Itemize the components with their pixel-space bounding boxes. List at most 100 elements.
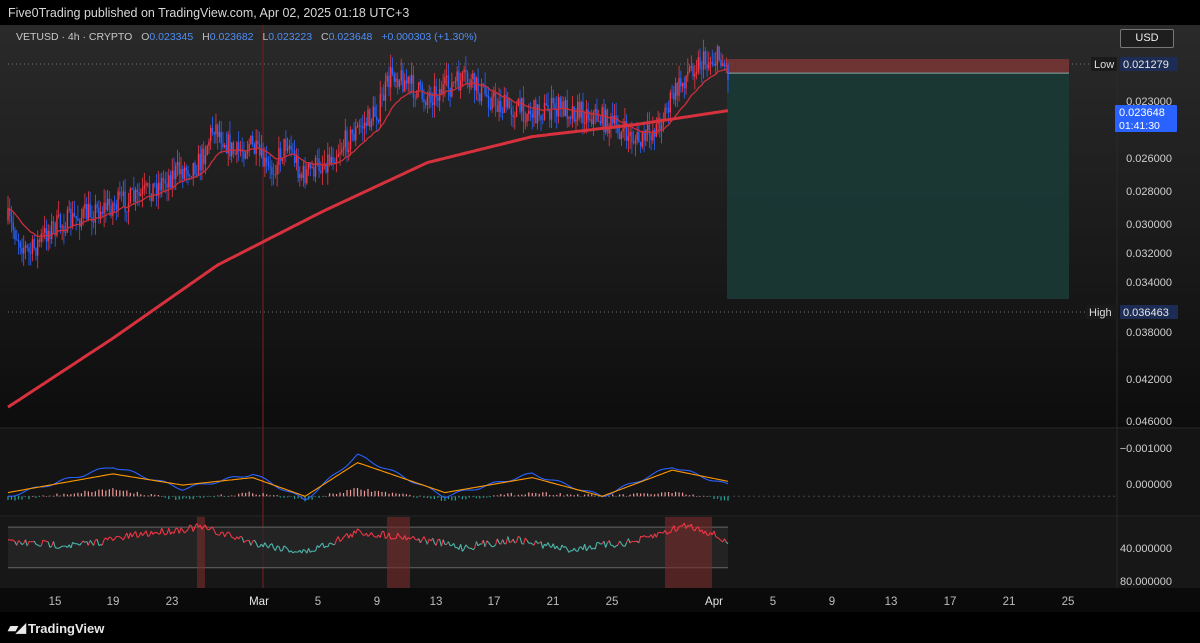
rsi-segment	[372, 535, 376, 538]
close-value: 0.023648	[328, 31, 373, 43]
rsi-segment	[535, 540, 538, 544]
macd-histogram-bar	[38, 496, 41, 497]
candle	[433, 86, 436, 105]
candle	[92, 221, 95, 223]
target-value-box	[1120, 305, 1178, 319]
macd-histogram-bar	[545, 492, 547, 497]
time-tick-label: Mar	[249, 596, 269, 608]
candle	[463, 69, 465, 73]
rsi-segment	[204, 524, 208, 530]
candle	[271, 167, 273, 175]
macd-histogram-bar	[98, 489, 100, 497]
candle	[552, 97, 554, 104]
candle	[362, 127, 364, 129]
rsi-segment	[519, 537, 523, 544]
rsi-segment	[339, 539, 343, 542]
macd-histogram-bar	[353, 488, 355, 497]
macd-histogram-bar	[699, 496, 701, 497]
close-key: C	[321, 31, 329, 43]
candle	[655, 124, 658, 137]
macd-histogram-bar	[280, 496, 282, 498]
rsi-segment	[477, 543, 481, 547]
candle	[38, 239, 41, 242]
candle	[550, 97, 553, 120]
macd-histogram-bar	[388, 493, 390, 497]
rsi-segment	[274, 545, 278, 551]
candle	[64, 232, 67, 234]
candle	[313, 167, 315, 177]
macd-histogram-bar	[419, 495, 422, 497]
currency-button[interactable]: USD	[1120, 29, 1174, 48]
rsi-segment	[399, 535, 402, 539]
rsi-segment	[652, 533, 656, 539]
candle	[496, 105, 499, 113]
candle	[556, 109, 558, 117]
macd-histogram-bar	[559, 493, 561, 497]
candle	[659, 117, 661, 131]
candle	[68, 208, 70, 210]
candle	[510, 108, 513, 115]
rsi-segment	[676, 526, 680, 531]
candle	[627, 136, 630, 141]
candle	[33, 239, 35, 248]
macd-histogram-bar	[377, 490, 380, 497]
tradingview-brand[interactable]: ▰◢ TradingView	[8, 620, 104, 636]
macd-histogram-bar	[454, 496, 456, 501]
candle	[407, 76, 409, 84]
rsi-segment	[163, 532, 166, 536]
macd-histogram-bar	[335, 494, 338, 497]
candle	[570, 117, 572, 119]
candle	[526, 114, 528, 122]
rsi-segment	[180, 527, 184, 531]
macd-histogram-bar	[77, 492, 79, 497]
candle	[217, 124, 219, 137]
candle	[189, 175, 191, 177]
macd-histogram-bar	[619, 494, 621, 497]
macd-line	[8, 453, 729, 501]
rsi-segment	[159, 527, 163, 535]
macd-histogram-bar	[447, 496, 449, 500]
rsi-segment	[54, 546, 58, 549]
rsi-segment	[362, 534, 365, 536]
rsi-segment	[199, 524, 203, 530]
candle	[70, 208, 72, 227]
macd-histogram-bar	[402, 493, 404, 497]
candle	[363, 122, 366, 129]
macd-histogram-bar	[720, 496, 722, 501]
symbol-label[interactable]: VETUSD · 4h · CRYPTO	[16, 31, 133, 43]
macd-histogram-bar	[552, 495, 554, 497]
rsi-segment	[16, 540, 20, 546]
candle	[335, 156, 338, 164]
macd-histogram-bar	[66, 494, 69, 497]
candle	[223, 145, 226, 148]
candle	[372, 106, 374, 122]
candle	[512, 114, 514, 118]
candle	[120, 195, 123, 197]
candle	[87, 203, 90, 220]
macd-histogram-bar	[220, 494, 222, 497]
macd-histogram-bar	[339, 492, 341, 497]
candle	[164, 180, 166, 184]
candle	[669, 92, 672, 113]
candle	[211, 127, 214, 133]
macd-histogram-bar	[423, 496, 425, 498]
rsi-segment	[426, 538, 430, 545]
macd-histogram-bar	[517, 494, 519, 497]
rsi-segment	[467, 546, 470, 549]
candle	[45, 228, 48, 242]
candle	[307, 163, 310, 170]
candle	[105, 202, 107, 210]
macd-histogram-bar	[259, 495, 261, 497]
macd-pane	[0, 429, 1200, 515]
rsi-segment	[675, 529, 678, 532]
candle	[580, 101, 582, 118]
macd-histogram-bar	[52, 495, 55, 497]
rsi-segment	[552, 543, 556, 550]
macd-histogram-bar	[311, 496, 313, 500]
rsi-segment	[227, 531, 231, 534]
candle	[155, 184, 158, 196]
candle	[501, 111, 504, 113]
rsi-segment	[271, 543, 275, 549]
candle	[108, 198, 111, 206]
